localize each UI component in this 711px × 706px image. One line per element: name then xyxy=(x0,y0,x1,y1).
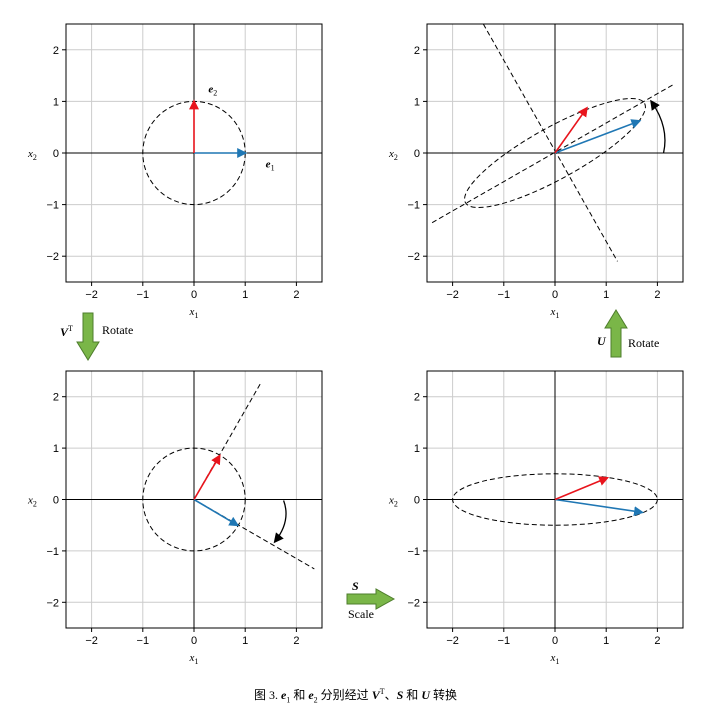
y-tick-label: −1 xyxy=(46,200,59,212)
caption-s: S xyxy=(396,688,404,702)
vt-down-arrow-icon xyxy=(76,312,100,361)
e1-vector xyxy=(193,498,240,527)
caption-vsup: T xyxy=(379,687,385,696)
dashed-direction-line xyxy=(431,84,674,224)
y-axis-label: x2 xyxy=(388,148,398,162)
s-right-arrow-icon xyxy=(346,588,396,610)
y-tick-label: −1 xyxy=(407,200,420,212)
e2-vector xyxy=(554,476,610,501)
x-axis-label: x1 xyxy=(550,652,560,666)
x-tick-label: 0 xyxy=(552,289,558,301)
x-tick-label: 1 xyxy=(603,635,609,647)
x-axis-label: x1 xyxy=(189,652,199,666)
s-scale-label: Scale xyxy=(348,607,374,621)
vt-superscript: T xyxy=(68,324,73,333)
x-tick-label: −2 xyxy=(446,289,459,301)
vt-symbol: V xyxy=(60,325,69,339)
dashed-ellipse xyxy=(452,473,658,526)
e2-vector xyxy=(554,106,588,154)
dashed-direction-line xyxy=(193,383,261,500)
y-axis-label: x2 xyxy=(27,495,37,509)
y-tick-label: 0 xyxy=(414,495,420,507)
y-tick-label: −2 xyxy=(46,597,59,609)
x-tick-label: 0 xyxy=(552,635,558,647)
x-tick-label: 2 xyxy=(654,635,660,647)
caption-e2: e xyxy=(308,688,314,702)
x-tick-label: −2 xyxy=(85,289,98,301)
caption-and2: 和 xyxy=(403,688,422,702)
y-axis-label: x2 xyxy=(27,148,37,162)
y-tick-label: 0 xyxy=(414,148,420,160)
x-tick-label: −1 xyxy=(498,635,511,647)
dashed-direction-line xyxy=(482,23,618,262)
y-tick-label: −2 xyxy=(407,251,420,263)
y-tick-label: 1 xyxy=(53,443,59,455)
caption-middle: 分别经过 xyxy=(317,688,372,702)
x-tick-label: 1 xyxy=(603,289,609,301)
y-tick-label: 2 xyxy=(414,392,420,404)
x-tick-label: 2 xyxy=(654,289,660,301)
e2-vector xyxy=(193,454,221,500)
e1-vector xyxy=(554,498,645,517)
rotation-arrow xyxy=(650,99,666,154)
plot-panel-top-right: −2 −2 −1 −1 0 0 1 1 2 2 x1 x2 xyxy=(388,23,684,320)
plot-panel-top-left: −2 −2 −1 −1 0 0 1 1 2 2 x1 x2 e1 e2 xyxy=(27,23,323,320)
s-symbol: S xyxy=(352,579,359,593)
plot-panel-bottom-left: −2 −2 −1 −1 0 0 1 1 2 2 x1 x2 xyxy=(27,370,323,666)
e1-vector xyxy=(554,119,642,154)
caption-sep: 、 xyxy=(384,688,397,702)
y-tick-label: 0 xyxy=(53,495,59,507)
caption-suffix: 转换 xyxy=(429,688,457,702)
u-transform-label: U xyxy=(597,334,606,348)
figure-caption: 图 3. e1 和 e2 分别经过 VT、S 和 U 转换 xyxy=(0,686,711,704)
x-axis-label: x1 xyxy=(189,306,199,320)
x-tick-label: −2 xyxy=(85,635,98,647)
y-tick-label: 2 xyxy=(414,45,420,57)
x-tick-label: 1 xyxy=(242,635,248,647)
dashed-ellipse xyxy=(142,447,246,552)
y-tick-label: −2 xyxy=(407,597,420,609)
x-tick-label: 0 xyxy=(191,289,197,301)
y-tick-label: −1 xyxy=(407,546,420,558)
y-tick-label: 1 xyxy=(53,96,59,108)
x-tick-label: −1 xyxy=(137,289,150,301)
caption-e1: e xyxy=(281,688,287,702)
y-tick-label: −2 xyxy=(46,251,59,263)
y-tick-label: 0 xyxy=(53,148,59,160)
caption-sub1: 1 xyxy=(286,695,291,705)
x-tick-label: 2 xyxy=(293,289,299,301)
y-axis-label: x2 xyxy=(388,495,398,509)
x-tick-label: −1 xyxy=(137,635,150,647)
caption-and1: 和 xyxy=(290,688,309,702)
vt-transform-label: VT xyxy=(60,322,73,339)
caption-prefix: 图 3. xyxy=(253,688,281,702)
vector-label: e2 xyxy=(208,84,217,98)
s-transform-label: S xyxy=(352,579,359,593)
u-up-arrow-icon xyxy=(604,309,628,358)
plot-panel-bottom-right: −2 −2 −1 −1 0 0 1 1 2 2 x1 x2 xyxy=(388,370,684,666)
x-tick-label: 1 xyxy=(242,289,248,301)
x-tick-label: −1 xyxy=(498,289,511,301)
caption-u: U xyxy=(421,688,430,702)
dashed-direction-line xyxy=(193,499,315,570)
y-tick-label: 1 xyxy=(414,96,420,108)
x-tick-label: −2 xyxy=(446,635,459,647)
y-tick-label: 2 xyxy=(53,45,59,57)
u-symbol: U xyxy=(597,334,606,348)
x-axis-label: x1 xyxy=(550,306,560,320)
y-tick-label: 1 xyxy=(414,443,420,455)
x-tick-label: 0 xyxy=(191,635,197,647)
x-tick-label: 2 xyxy=(293,635,299,647)
vector-label: e1 xyxy=(266,158,275,172)
y-tick-label: 2 xyxy=(53,392,59,404)
vt-rotate-label: Rotate xyxy=(102,323,134,337)
u-rotate-label: Rotate xyxy=(628,336,660,350)
caption-sub2: 2 xyxy=(313,695,318,705)
caption-v: V xyxy=(371,688,380,702)
y-tick-label: −1 xyxy=(46,546,59,558)
rotation-arrow xyxy=(273,500,287,544)
